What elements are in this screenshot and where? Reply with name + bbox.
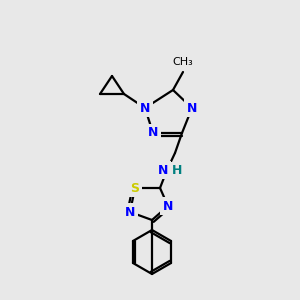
Text: N: N xyxy=(125,206,135,218)
Text: N: N xyxy=(163,200,173,212)
Text: N: N xyxy=(140,101,150,115)
Text: N: N xyxy=(158,164,168,176)
Text: H: H xyxy=(172,164,182,176)
Text: N: N xyxy=(148,127,158,140)
Text: CH₃: CH₃ xyxy=(172,57,194,67)
Text: N: N xyxy=(187,101,197,115)
Text: S: S xyxy=(130,182,140,194)
